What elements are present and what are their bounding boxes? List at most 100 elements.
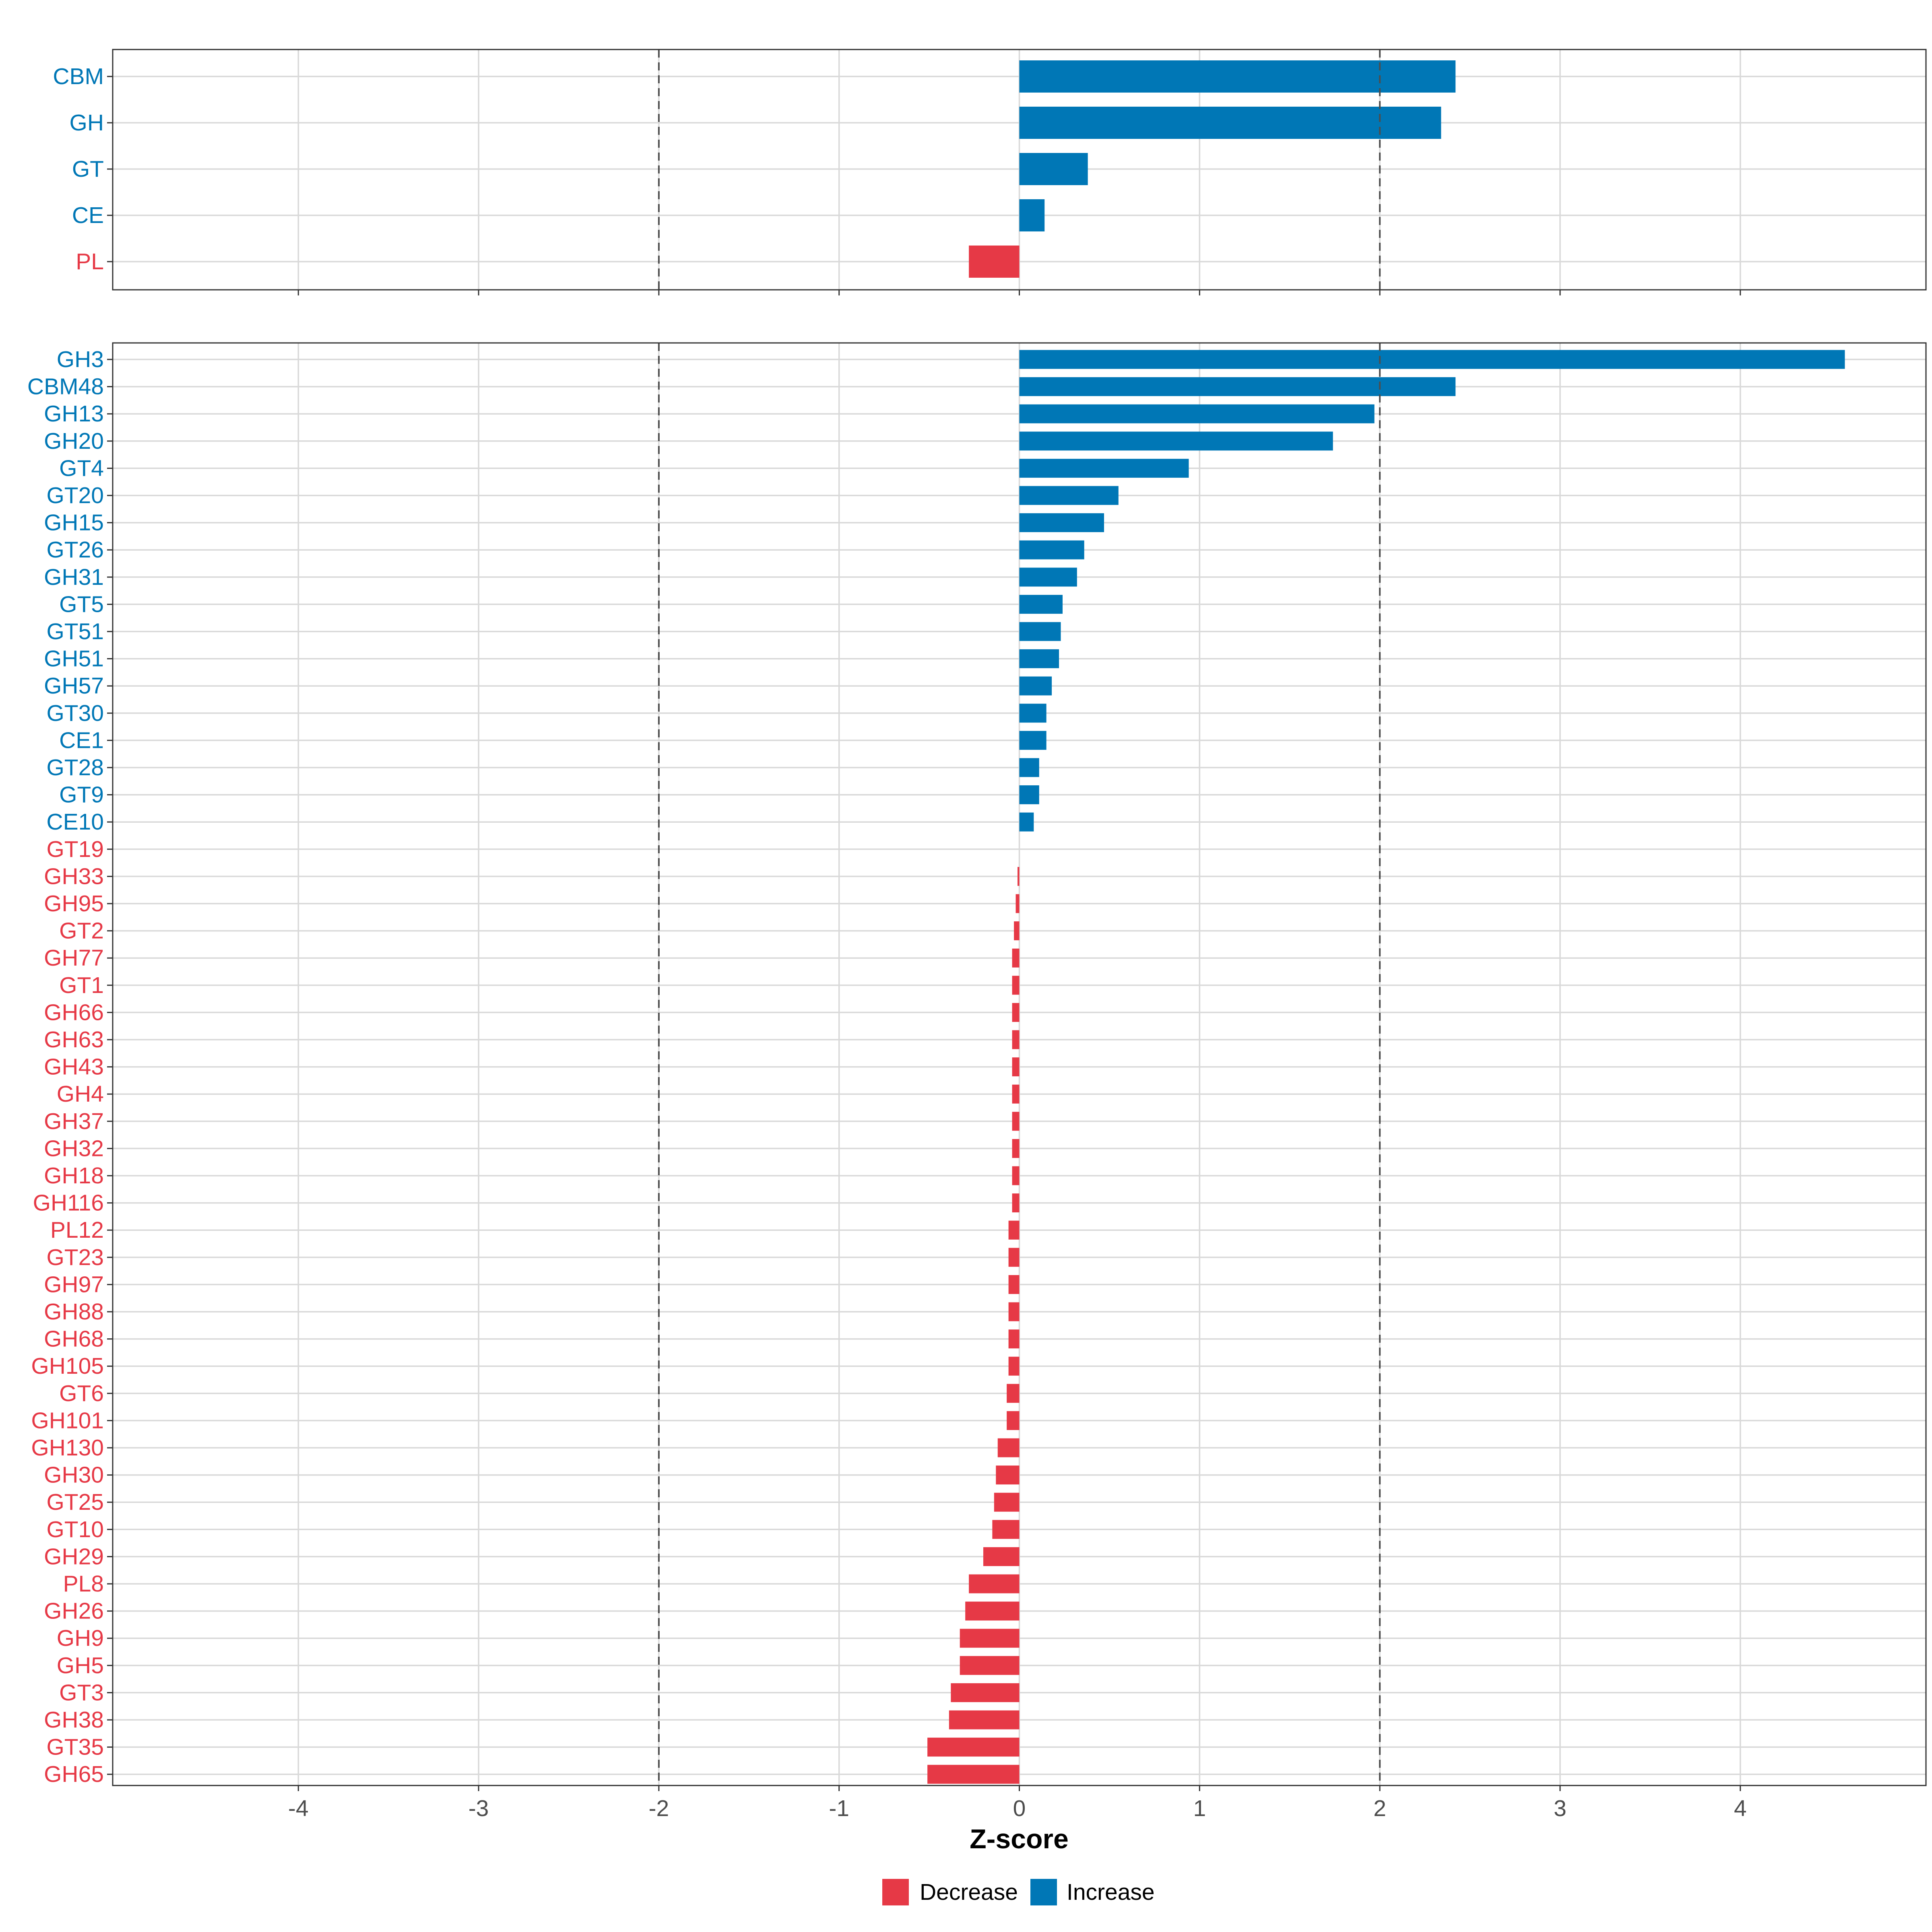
category-label-cbm48: CBM48 [27, 374, 104, 400]
category-label-gh37: GH37 [44, 1108, 104, 1134]
category-label-gh32: GH32 [44, 1135, 104, 1161]
category-label-gh9: GH9 [57, 1625, 104, 1651]
category-label-gh130: GH130 [31, 1435, 104, 1461]
category-label-gt4: GT4 [59, 455, 104, 481]
category-label-cbm: CBM [53, 64, 104, 89]
category-label-gt6: GT6 [59, 1381, 104, 1406]
x-axis-title: Z-score [970, 1824, 1069, 1854]
x-tick-label: 4 [1734, 1796, 1747, 1821]
bar-ce10 [1019, 812, 1034, 832]
category-label-gt1: GT1 [59, 972, 104, 998]
bar-gh65 [927, 1765, 1020, 1784]
bar-gh63 [1012, 1030, 1020, 1049]
x-tick-label: -4 [288, 1796, 309, 1821]
category-label-gh31: GH31 [44, 564, 104, 590]
x-tick-label: 0 [1013, 1796, 1026, 1821]
bar-ce1 [1019, 731, 1046, 750]
bar-gh88 [1008, 1302, 1020, 1321]
bar-gh4 [1012, 1084, 1020, 1104]
category-label-gh57: GH57 [44, 673, 104, 699]
category-label-gt26: GT26 [46, 537, 104, 563]
bar-gh101 [1007, 1411, 1020, 1430]
bar-gt23 [1008, 1248, 1020, 1267]
bar-gt2 [1014, 921, 1020, 941]
bar-pl [969, 246, 1020, 278]
category-label-pl8: PL8 [63, 1571, 104, 1597]
bar-gt1 [1012, 976, 1020, 995]
bar-gh105 [1008, 1356, 1020, 1376]
bar-gh5 [960, 1656, 1020, 1675]
category-label-gh43: GH43 [44, 1054, 104, 1080]
category-label-gh3: GH3 [57, 347, 104, 372]
legend-key-decrease [882, 1879, 909, 1905]
category-label-gt5: GT5 [59, 591, 104, 617]
bar-gt28 [1019, 758, 1039, 777]
category-label-gt35: GT35 [46, 1734, 104, 1760]
category-label-pl: PL [76, 249, 104, 275]
category-label-gh29: GH29 [44, 1544, 104, 1569]
bar-gh9 [960, 1629, 1020, 1648]
panel-family-level: GH3CBM48GH13GH20GT4GT20GH15GT26GH31GT5GT… [27, 342, 1927, 1791]
bar-gh18 [1012, 1166, 1020, 1185]
bar-gh20 [1019, 431, 1333, 451]
bar-gh33 [1018, 867, 1020, 886]
bar-gh95 [1016, 894, 1020, 913]
bar-gh43 [1012, 1057, 1020, 1077]
legend: Decrease Increase [882, 1879, 1155, 1905]
category-label-gt3: GT3 [59, 1680, 104, 1705]
category-label-gh63: GH63 [44, 1027, 104, 1053]
category-label-gt30: GT30 [46, 700, 104, 726]
x-tick-label: 3 [1554, 1796, 1567, 1821]
bar-gh30 [996, 1466, 1020, 1485]
category-label-gt51: GT51 [46, 619, 104, 644]
category-label-gh116: GH116 [33, 1190, 104, 1216]
bar-gt30 [1019, 704, 1046, 723]
category-label-gh18: GH18 [44, 1163, 104, 1189]
bar-gt35 [927, 1738, 1020, 1757]
category-label-gh33: GH33 [44, 863, 104, 889]
category-label-ce: CE [72, 202, 104, 228]
bar-gt6 [1007, 1384, 1020, 1403]
category-label-gh65: GH65 [44, 1761, 104, 1787]
category-label-gh68: GH68 [44, 1326, 104, 1352]
bar-gh13 [1019, 404, 1375, 423]
category-label-gh26: GH26 [44, 1598, 104, 1624]
panel-class-level: CBM GH GT CE PL [53, 49, 1927, 295]
bar-pl8 [969, 1574, 1020, 1593]
category-label-gh97: GH97 [44, 1271, 104, 1297]
category-label-gt10: GT10 [46, 1517, 104, 1542]
bar-gt20 [1019, 486, 1119, 505]
category-label-gh38: GH38 [44, 1707, 104, 1733]
category-label-gh77: GH77 [44, 945, 104, 971]
category-label-gh95: GH95 [44, 891, 104, 916]
bar-gh37 [1012, 1112, 1020, 1131]
bar-gt9 [1019, 785, 1039, 805]
bar-gh3 [1019, 350, 1845, 369]
category-label-gt28: GT28 [46, 755, 104, 780]
category-label-gt2: GT2 [59, 918, 104, 944]
category-label-gt23: GT23 [46, 1245, 104, 1270]
bar-gt51 [1019, 622, 1061, 641]
category-label-gh101: GH101 [31, 1408, 104, 1433]
bar-gh32 [1012, 1139, 1020, 1158]
category-label-gh20: GH20 [44, 428, 104, 454]
x-tick-label: 2 [1373, 1796, 1386, 1821]
category-label-gh5: GH5 [57, 1653, 104, 1678]
bar-gh77 [1012, 948, 1020, 968]
bar-gt [1019, 153, 1088, 185]
category-label-gh13: GH13 [44, 401, 104, 427]
category-label-gh: GH [70, 110, 104, 136]
legend-label-decrease: Decrease [920, 1879, 1018, 1905]
x-tick-label: -2 [649, 1796, 669, 1821]
bar-gh57 [1019, 676, 1052, 696]
category-label-gt9: GT9 [59, 782, 104, 808]
bar-gh31 [1019, 568, 1077, 587]
bar-gt4 [1019, 458, 1189, 478]
bar-gh29 [983, 1547, 1020, 1566]
bar-ce [1019, 199, 1045, 231]
bar-gh97 [1008, 1275, 1020, 1294]
bar-cbm [1019, 60, 1456, 93]
legend-label-increase: Increase [1067, 1879, 1155, 1905]
x-tick-label: -1 [829, 1796, 849, 1821]
